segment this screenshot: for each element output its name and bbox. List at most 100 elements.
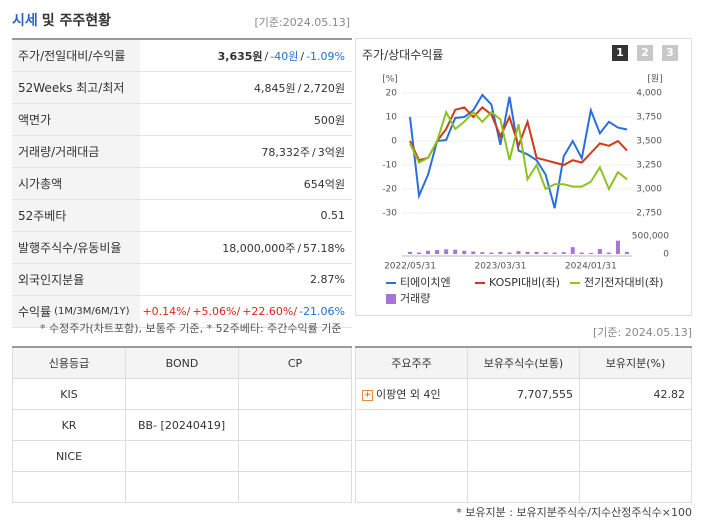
summary-row: 거래량/거래대금 78,332주/3억원 xyxy=(12,136,352,168)
x-tick-label: 2022/05/31 xyxy=(384,262,436,272)
expand-icon: + xyxy=(362,389,373,401)
value-part: +0.14%/ xyxy=(142,305,191,318)
volume-bar xyxy=(615,240,620,254)
value-part: 2.87% xyxy=(310,273,345,286)
cell: + 이팡연 외 4인 xyxy=(355,378,468,410)
cell-text: KIS xyxy=(60,387,78,401)
value-part: -1.09% xyxy=(306,49,345,63)
y-tick-label: 0 xyxy=(391,137,397,147)
y-tick-label: 20 xyxy=(386,89,398,99)
cell xyxy=(125,378,239,410)
volume-bar xyxy=(489,252,494,254)
cell xyxy=(238,378,352,410)
cell xyxy=(579,409,692,441)
chart-tab[interactable]: 1 xyxy=(612,45,628,61)
cell xyxy=(467,409,580,441)
title-part: 시세 xyxy=(12,13,38,29)
value-part: / xyxy=(300,49,305,63)
cell-text: 42.82 xyxy=(653,387,686,401)
label-text: 52Weeks 최고/최저 xyxy=(18,81,125,95)
column-header: 신용등급 xyxy=(12,346,126,379)
cell: KR xyxy=(12,409,126,441)
column-header: BOND xyxy=(125,346,239,379)
credit-table: 신용등급 BOND CP KIS KR BB- [20240419] NICE xyxy=(12,346,352,503)
summary-row: 시가총액 654억원 xyxy=(12,168,352,200)
y-tick-label: -10 xyxy=(382,161,397,171)
column-header: 보유지분(%) xyxy=(579,346,692,379)
row-value: 78,332주/3억원 xyxy=(140,144,352,160)
table-row xyxy=(12,471,352,503)
table-row: KIS xyxy=(12,378,352,410)
label-sub: (1M/3M/6M/1Y) xyxy=(54,306,130,317)
volume-bar xyxy=(543,252,548,254)
column-header: 주요주주 xyxy=(355,346,468,379)
panel-title: 주가/상대수익률 xyxy=(362,48,444,62)
chart-tab[interactable]: 3 xyxy=(662,45,678,61)
summary-row: 액면가 500원 xyxy=(12,104,352,136)
value-part: 4,845원 xyxy=(254,81,296,95)
title-part: 및 주주현황 xyxy=(41,13,112,29)
volume-bar xyxy=(480,252,485,254)
row-label: 거래량/거래대금 xyxy=(12,136,140,167)
volume-bar xyxy=(435,250,440,254)
volume-bar xyxy=(507,252,512,254)
column-header: 보유주식수(보통) xyxy=(467,346,580,379)
cell xyxy=(467,440,580,472)
legend-label: 거래량 xyxy=(400,292,430,305)
header-row: 신용등급 BOND CP xyxy=(12,346,352,379)
volume-bar xyxy=(417,252,422,254)
volume-bar xyxy=(579,252,584,254)
row-value: 654억원 xyxy=(140,176,352,192)
row-label: 52Weeks 최고/최저 xyxy=(12,72,140,103)
cell: 7,707,555 xyxy=(467,378,580,410)
volume-bar xyxy=(588,252,593,254)
summary-row: 외국인지분율 2.87% xyxy=(12,264,352,296)
value-part: 2,720원 xyxy=(303,81,345,95)
label-text: 발행주식수/유동비율 xyxy=(18,241,122,255)
volume-bar xyxy=(570,247,575,254)
cell xyxy=(355,471,468,503)
value-part: 78,332주 xyxy=(261,145,311,159)
label-text: 거래량/거래대금 xyxy=(18,145,100,159)
row-value: 2.87% xyxy=(140,273,352,286)
y2-tick-label: 3,750 xyxy=(636,113,662,123)
cell xyxy=(238,471,352,503)
value-part: +22.60%/ xyxy=(242,305,298,318)
value-part: +5.06%/ xyxy=(192,305,241,318)
cell-text: 이팡연 외 4인 xyxy=(376,388,441,401)
footnote: * 보유지분 : 보유지분주식수/지수산정주식수×100 xyxy=(456,506,692,519)
y-tick-label: -30 xyxy=(382,209,397,219)
value-part: 3억원 xyxy=(317,145,345,159)
row-value: 500원 xyxy=(140,112,352,128)
summary-row: 52Weeks 최고/최저 4,845원/2,720원 xyxy=(12,72,352,104)
cell-text: KR xyxy=(61,418,77,432)
row-label: 발행주식수/유동비율 xyxy=(12,232,140,263)
cell: NICE xyxy=(12,440,126,472)
chart: [%] [원] 20 10 0 -10 -20 -30 4,000 3,750 3,500 3,250… xyxy=(382,74,669,306)
y-tick-label: -20 xyxy=(382,185,397,195)
label-text: 액면가 xyxy=(18,113,52,127)
legend-label: KOSPI대비(좌) xyxy=(489,276,560,289)
table-row: NICE xyxy=(12,440,352,472)
label-text: 수익률 xyxy=(18,305,52,319)
row-value: 3,635원 / -40원 / -1.09% xyxy=(140,48,352,64)
row-label: 액면가 xyxy=(12,104,140,135)
column-header: CP xyxy=(238,346,352,379)
y2-tick-label: 3,250 xyxy=(636,161,662,171)
row-label: 외국인지분율 xyxy=(12,264,140,295)
row-label: 수익률 (1M/3M/6M/1Y) xyxy=(12,296,140,327)
y2-axis-label: [원] xyxy=(647,74,662,85)
chart-panel: 주가/상대수익률 1 2 3 xyxy=(355,38,692,316)
cell xyxy=(238,440,352,472)
y-tick-label: 10 xyxy=(386,113,398,123)
label-text: 외국인지분율 xyxy=(18,273,85,287)
cell: KIS xyxy=(12,378,126,410)
volume-bar xyxy=(426,250,431,254)
row-value: 4,845원/2,720원 xyxy=(140,80,352,96)
summary-row: 수익률 (1M/3M/6M/1Y) +0.14%/+5.06%/+22.60%/-2… xyxy=(12,296,352,328)
header-row: 주요주주 보유주식수(보통) 보유지분(%) xyxy=(355,346,692,379)
chart-tab[interactable]: 2 xyxy=(637,45,653,61)
cell xyxy=(579,471,692,503)
value-part: 654억원 xyxy=(303,177,345,191)
value-part: 18,000,000주 xyxy=(222,241,296,255)
